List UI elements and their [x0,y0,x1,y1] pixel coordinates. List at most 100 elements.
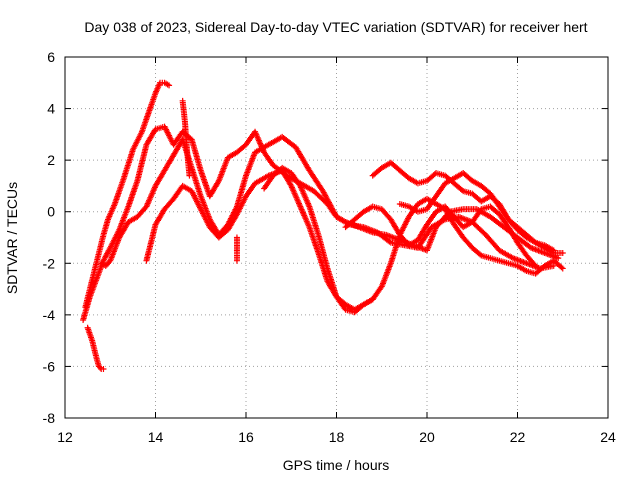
interp-markers [515,227,529,240]
interp-markers [497,205,511,221]
data-point [559,265,566,272]
y-tick-label: -2 [43,255,56,271]
interp-markers [343,217,357,230]
data-point [555,255,562,262]
y-tick-label: -6 [43,358,56,374]
interp-markers [253,173,271,186]
interp-markers [135,204,149,219]
interp-markers [103,259,113,268]
interp-markers [407,237,420,248]
interp-markers [370,284,384,301]
interp-markers [280,168,294,188]
interp-markers [162,153,176,173]
interp-markers [101,246,113,263]
interp-markers [125,179,140,208]
interp-markers [334,295,348,312]
interp-markers [515,235,533,250]
y-tick-label: 4 [47,101,55,117]
interp-markers [144,184,158,209]
interp-markers [525,235,538,245]
interp-markers [89,339,100,361]
interp-markers [288,184,303,209]
series-track-e [143,167,376,313]
interp-markers [217,227,230,240]
interp-markers [415,225,434,250]
interp-markers [244,181,257,198]
interp-markers [443,204,456,219]
interp-markers [293,145,312,172]
interp-markers [443,176,456,186]
interp-markers [407,204,420,214]
interp-markers [189,138,204,172]
interp-markers [388,233,403,265]
interp-markers [325,267,339,299]
interp-markers [379,207,393,222]
interp-markers [162,197,176,211]
interp-markers [225,205,240,227]
interp-markers [134,143,150,183]
interp-markers [312,189,330,206]
interp-markers [461,235,475,250]
interp-markers [289,171,303,188]
x-tick-label: 12 [57,429,73,445]
interp-markers [189,189,203,211]
interp-markers [425,194,438,211]
interp-markers [216,156,231,183]
interp-markers [362,204,375,214]
interp-markers [470,207,484,224]
interp-markers [407,176,420,186]
interp-markers [235,142,248,155]
interp-markers [280,135,298,150]
interp-markers [307,168,325,193]
interp-markers [497,248,515,261]
interp-markers [117,220,131,240]
interp-markers [452,223,466,240]
interp-markers [479,184,493,196]
interp-markers [105,202,118,221]
interp-markers [162,125,176,147]
interp-markers [107,236,122,263]
interp-markers [80,295,93,322]
interp-markers [488,204,502,217]
interp-markers [415,223,430,242]
interp-markers [243,151,258,178]
interp-markers [516,263,528,274]
interp-markers [181,183,194,194]
interp-markers [315,251,330,283]
interp-markers [189,166,204,198]
interp-markers [320,189,339,219]
interp-markers [280,165,293,176]
data-point [100,366,107,373]
series-track-g [233,234,240,264]
y-tick-label: 6 [47,49,55,65]
interp-markers [470,245,483,258]
interp-markers [130,130,145,152]
interp-markers [524,253,538,268]
interp-markers [97,364,104,371]
x-tick-label: 14 [148,429,164,445]
data-point [559,249,566,256]
data-point [550,247,557,254]
interp-markers [306,205,321,237]
series-track-h [261,164,566,316]
interp-markers [398,168,411,181]
interp-markers [116,205,131,232]
interp-markers [262,150,276,167]
interp-markers [461,219,474,230]
interp-markers [425,171,438,183]
interp-markers [108,228,122,250]
chart-title: Day 038 of 2023, Sidereal Day-to-day VTE… [84,19,587,35]
interp-markers [430,217,447,230]
data-point [186,172,193,179]
interp-markers [352,209,366,222]
interp-markers [112,176,127,206]
interp-markers [139,104,154,134]
series-track-b [84,324,107,373]
interp-markers [488,192,502,209]
interp-markers [143,223,159,263]
data-point [532,262,539,269]
interp-markers [184,151,193,177]
interp-markers [506,225,520,245]
interp-markers [153,207,167,227]
